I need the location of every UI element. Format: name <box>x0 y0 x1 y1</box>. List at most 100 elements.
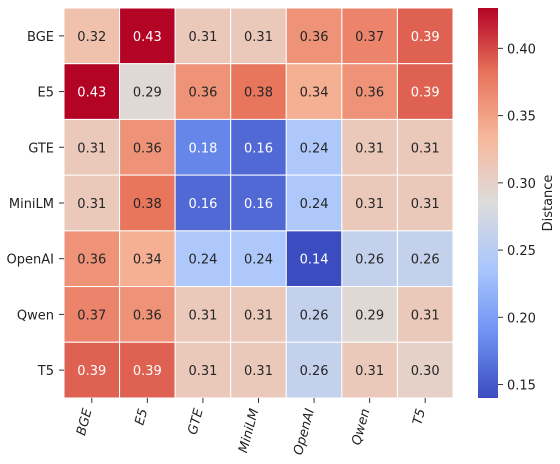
cell-value-label: 0.34 <box>300 86 329 101</box>
cell-value-label: 0.14 <box>300 253 329 268</box>
cell-value-label: 0.29 <box>133 86 162 101</box>
column-label: OpenAI <box>291 407 318 457</box>
cell-value-label: 0.16 <box>244 141 273 156</box>
cell-value-label: 0.43 <box>133 30 162 45</box>
column-label: MiniLM <box>236 407 262 454</box>
cell-value-label: 0.38 <box>244 86 273 101</box>
cell-value-label: 0.36 <box>355 86 384 101</box>
heatmap-cell <box>174 341 232 399</box>
heatmap-cell <box>174 230 232 288</box>
cell-value-label: 0.26 <box>300 308 329 323</box>
cell-value-label: 0.31 <box>355 364 384 379</box>
cell-value-label: 0.31 <box>244 308 273 323</box>
row-label: GTE <box>28 141 54 156</box>
heatmap-cell <box>230 341 287 399</box>
cell-value-label: 0.18 <box>188 141 217 156</box>
heatmap-cell <box>63 174 121 232</box>
heatmap-cell <box>63 7 121 65</box>
cell-value-label: 0.39 <box>411 86 440 101</box>
cell-value-label: 0.31 <box>188 364 217 379</box>
cell-value-label: 0.39 <box>133 364 162 379</box>
colorbar-tick-label: 0.25 <box>507 244 536 259</box>
row-label: Qwen <box>17 308 54 323</box>
cell-value-label: 0.36 <box>133 308 162 323</box>
heatmap-cell <box>63 341 121 399</box>
heatmap-cell <box>174 63 232 120</box>
heatmap-cell <box>396 118 454 176</box>
cell-value-label: 0.31 <box>411 197 440 212</box>
heatmap-cell <box>396 341 454 399</box>
cell-value-label: 0.36 <box>300 30 329 45</box>
heatmap-cell <box>285 341 343 399</box>
cell-value-label: 0.30 <box>411 364 440 379</box>
cell-value-label: 0.26 <box>300 364 329 379</box>
cell-value-label: 0.31 <box>355 197 384 212</box>
cell-value-label: 0.31 <box>244 364 273 379</box>
column-label: BGE <box>74 406 96 437</box>
heatmap-cell <box>230 286 287 343</box>
heatmap-cell <box>285 118 343 176</box>
row-label: BGE <box>27 30 54 45</box>
heatmap-cell <box>230 118 287 176</box>
cell-value-label: 0.37 <box>355 30 384 45</box>
cell-value-label: 0.31 <box>411 141 440 156</box>
row-labels: BGE E5 GTE MiniLM OpenAI Qwen T5 <box>7 30 64 379</box>
cell-value-label: 0.32 <box>77 30 106 45</box>
heatmap-cell <box>63 230 121 288</box>
cell-value-label: 0.31 <box>77 141 106 156</box>
heatmap-cell <box>119 118 176 176</box>
heatmap-cell <box>341 341 398 399</box>
column-labels: BGE E5 GTE MiniLM OpenAI Qwen T5 <box>74 397 429 457</box>
cell-value-label: 0.36 <box>77 253 106 268</box>
cell-value-label: 0.29 <box>355 308 384 323</box>
heatmap-cell <box>174 7 232 65</box>
heatmap-cell <box>174 118 232 176</box>
cell-value-label: 0.24 <box>244 253 273 268</box>
heatmap-cell <box>285 286 343 343</box>
cell-value-label: 0.24 <box>188 253 217 268</box>
cell-value-label: 0.36 <box>188 86 217 101</box>
heatmap-cell <box>119 7 176 65</box>
cell-value-label: 0.37 <box>77 308 106 323</box>
cell-value-label: 0.24 <box>300 141 329 156</box>
row-label: OpenAI <box>7 253 54 268</box>
heatmap-cells: 0.32 0.43 0.31 0.31 0.36 0.37 0.39 0.43 0.29 0.36… <box>63 7 454 399</box>
colorbar-tick-label: 0.30 <box>507 177 536 192</box>
heatmap-cell <box>285 63 343 120</box>
cell-value-label: 0.24 <box>300 197 329 212</box>
colorbar-gradient <box>478 8 498 398</box>
heatmap-cell <box>119 286 176 343</box>
cell-value-label: 0.16 <box>188 197 217 212</box>
cell-value-label: 0.34 <box>133 253 162 268</box>
row-label: MiniLM <box>9 197 54 212</box>
colorbar-tick-label: 0.35 <box>507 110 536 125</box>
heatmap-cell <box>396 286 454 343</box>
heatmap-cell <box>119 174 176 232</box>
heatmap-cell <box>63 286 121 343</box>
row-label: E5 <box>38 86 55 101</box>
cell-value-label: 0.31 <box>355 141 384 156</box>
column-label: GTE <box>186 406 207 436</box>
cell-value-label: 0.16 <box>244 197 273 212</box>
heatmap-cell <box>341 118 398 176</box>
heatmap-cell <box>341 174 398 232</box>
cell-value-label: 0.39 <box>411 30 440 45</box>
cell-value-label: 0.38 <box>133 197 162 212</box>
colorbar-tick-label: 0.40 <box>507 42 536 57</box>
cell-value-label: 0.39 <box>77 364 106 379</box>
cell-value-label: 0.31 <box>244 30 273 45</box>
column-label: E5 <box>132 407 151 427</box>
colorbar-tick-label: 0.15 <box>507 379 536 394</box>
column-label: Qwen <box>349 407 373 447</box>
colorbar-label: Distance <box>541 175 556 232</box>
cell-value-label: 0.26 <box>411 253 440 268</box>
column-label: T5 <box>410 407 429 427</box>
heatmap-cell <box>396 174 454 232</box>
heatmap-cell <box>230 174 287 232</box>
cell-value-label: 0.31 <box>188 308 217 323</box>
colorbar: 0.15 0.20 0.25 0.30 0.35 0.40 <box>478 8 536 398</box>
cell-value-label: 0.43 <box>77 86 106 101</box>
cell-value-label: 0.31 <box>77 197 106 212</box>
heatmap-cell <box>396 63 454 120</box>
